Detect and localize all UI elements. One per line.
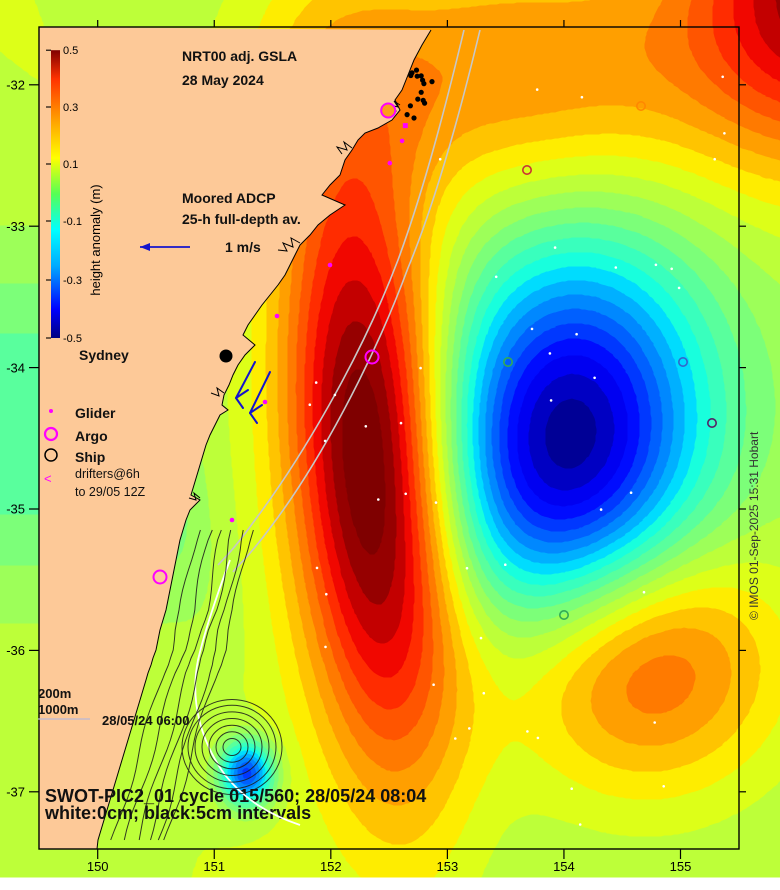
svg-text:to 29/05 12Z: to 29/05 12Z bbox=[75, 485, 146, 499]
svg-text:-0.3: -0.3 bbox=[63, 275, 82, 287]
svg-text:-0.1: -0.1 bbox=[63, 216, 82, 228]
svg-text:Ship: Ship bbox=[75, 449, 105, 465]
svg-text:Glider: Glider bbox=[75, 405, 116, 421]
svg-text:-36: -36 bbox=[6, 643, 25, 658]
svg-text:200m: 200m bbox=[38, 686, 71, 701]
svg-text:Sydney: Sydney bbox=[79, 347, 129, 363]
svg-text:-34: -34 bbox=[6, 360, 25, 375]
svg-text:© IMOS 01-Sep-2025 15:31 Hobar: © IMOS 01-Sep-2025 15:31 Hobart bbox=[747, 431, 761, 620]
svg-text:-33: -33 bbox=[6, 219, 25, 234]
svg-text:0.3: 0.3 bbox=[63, 102, 78, 114]
svg-text:152: 152 bbox=[320, 859, 342, 874]
svg-text:155: 155 bbox=[670, 859, 692, 874]
svg-text:154: 154 bbox=[553, 859, 575, 874]
svg-text:-0.5: -0.5 bbox=[63, 333, 82, 345]
svg-text:0.5: 0.5 bbox=[63, 45, 78, 57]
svg-text:1000m: 1000m bbox=[38, 702, 78, 717]
svg-text:-32: -32 bbox=[6, 78, 25, 93]
svg-text:Argo: Argo bbox=[75, 428, 108, 444]
svg-text:-35: -35 bbox=[6, 502, 25, 517]
svg-text:NRT00 adj. GSLA: NRT00 adj. GSLA bbox=[182, 48, 297, 64]
svg-text:25-h full-depth av.: 25-h full-depth av. bbox=[182, 211, 301, 227]
svg-text:height anomaly (m): height anomaly (m) bbox=[88, 184, 103, 295]
svg-text:0.1: 0.1 bbox=[63, 159, 78, 171]
svg-text:-37: -37 bbox=[6, 785, 25, 800]
svg-text:151: 151 bbox=[203, 859, 225, 874]
svg-text:<: < bbox=[44, 471, 52, 486]
svg-text:28 May 2024: 28 May 2024 bbox=[182, 72, 264, 88]
svg-text:153: 153 bbox=[437, 859, 459, 874]
svg-text:1 m/s: 1 m/s bbox=[225, 239, 261, 255]
svg-text:Moored ADCP: Moored ADCP bbox=[182, 190, 276, 206]
svg-text:drifters@6h: drifters@6h bbox=[75, 467, 140, 481]
svg-text:150: 150 bbox=[87, 859, 109, 874]
